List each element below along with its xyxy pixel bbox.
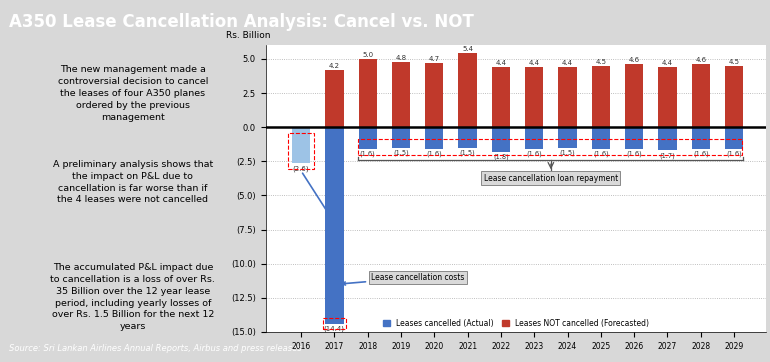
- Bar: [289, 132, 313, 169]
- Text: (1.6): (1.6): [693, 151, 708, 157]
- Bar: [492, 67, 510, 127]
- Bar: [558, 67, 577, 127]
- Text: 5.0: 5.0: [362, 52, 373, 58]
- Text: (1.7): (1.7): [660, 152, 675, 159]
- Text: Rs. Billion: Rs. Billion: [226, 30, 270, 39]
- Text: 4.8: 4.8: [396, 55, 407, 60]
- Text: (1.6): (1.6): [360, 151, 376, 157]
- Text: A preliminary analysis shows that
the impact on P&L due to
cancellation is far w: A preliminary analysis shows that the im…: [52, 160, 213, 204]
- Bar: [358, 139, 742, 155]
- Text: 4.4: 4.4: [662, 60, 673, 66]
- Bar: [458, 127, 477, 148]
- Bar: [359, 59, 377, 127]
- Bar: [392, 62, 410, 127]
- Text: (1.6): (1.6): [626, 151, 642, 157]
- Text: (2.6): (2.6): [293, 165, 310, 172]
- Text: (1.5): (1.5): [460, 149, 476, 156]
- Legend: Leases cancelled (Actual), Leases NOT cancelled (Forecasted): Leases cancelled (Actual), Leases NOT ca…: [380, 316, 652, 331]
- Bar: [325, 127, 343, 324]
- Bar: [392, 127, 410, 148]
- Text: (1.5): (1.5): [560, 149, 575, 156]
- Text: A350 Lease Cancellation Analysis: Cancel vs. NOT: A350 Lease Cancellation Analysis: Cancel…: [9, 13, 474, 31]
- Bar: [525, 67, 544, 127]
- Text: (1.6): (1.6): [427, 151, 442, 157]
- Bar: [591, 66, 610, 127]
- Text: 5.4: 5.4: [462, 46, 473, 52]
- Bar: [691, 64, 710, 127]
- Bar: [591, 127, 610, 149]
- Text: Lease cancellation loan repayment: Lease cancellation loan repayment: [484, 174, 618, 182]
- Bar: [425, 63, 444, 127]
- Bar: [625, 64, 643, 127]
- Text: 4.6: 4.6: [695, 57, 706, 63]
- Text: 4.7: 4.7: [429, 56, 440, 62]
- Bar: [658, 67, 677, 127]
- Bar: [292, 127, 310, 163]
- Text: (1.6): (1.6): [593, 151, 609, 157]
- Bar: [658, 127, 677, 150]
- Bar: [558, 127, 577, 148]
- Text: 4.4: 4.4: [495, 60, 507, 66]
- Text: (1.6): (1.6): [726, 151, 742, 157]
- Bar: [323, 317, 346, 329]
- Text: 4.2: 4.2: [329, 63, 340, 69]
- Text: Source: Sri Lankan Airlines Annual Reports, Airbus and press releases: Source: Sri Lankan Airlines Annual Repor…: [9, 344, 302, 353]
- Text: 4.5: 4.5: [595, 59, 606, 65]
- Text: (14.4): (14.4): [324, 326, 345, 332]
- Text: The new management made a
controversial decision to cancel
the leases of four A3: The new management made a controversial …: [58, 65, 208, 122]
- Bar: [725, 66, 743, 127]
- Text: 4.4: 4.4: [562, 60, 573, 66]
- Bar: [292, 127, 310, 130]
- Bar: [492, 127, 510, 152]
- Bar: [325, 127, 343, 165]
- Text: 4.5: 4.5: [728, 59, 739, 65]
- Bar: [625, 127, 643, 149]
- Bar: [458, 54, 477, 127]
- Text: 4.6: 4.6: [628, 57, 640, 63]
- Text: Lease cancellation costs: Lease cancellation costs: [343, 273, 464, 285]
- Bar: [525, 127, 544, 149]
- Text: 4.4: 4.4: [529, 60, 540, 66]
- Bar: [691, 127, 710, 149]
- Text: The accumulated P&L impact due
to cancellation is a loss of over Rs.
35 Billion : The accumulated P&L impact due to cancel…: [50, 263, 216, 331]
- Text: (0.2): (0.2): [293, 131, 310, 138]
- Bar: [325, 70, 343, 127]
- Text: (1.5): (1.5): [393, 149, 409, 156]
- Bar: [725, 127, 743, 149]
- Text: (1.8): (1.8): [493, 153, 509, 160]
- Bar: [359, 127, 377, 149]
- Text: (1.6): (1.6): [527, 151, 542, 157]
- Bar: [425, 127, 444, 149]
- Text: (2.8): (2.8): [326, 167, 343, 173]
